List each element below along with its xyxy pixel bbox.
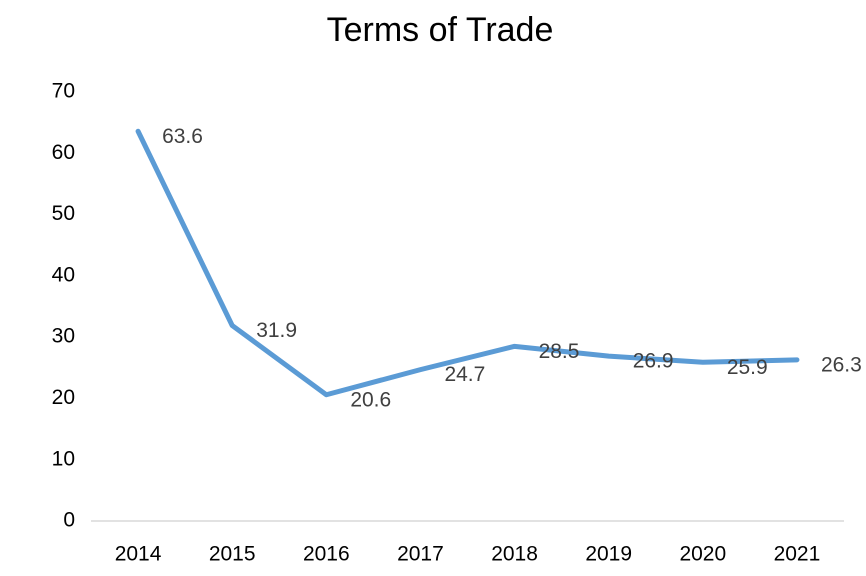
x-tick-label: 2019 [585, 543, 632, 566]
data-line [135, 128, 800, 398]
x-tick-label: 2018 [491, 543, 538, 566]
y-tick-label: 60 [52, 141, 75, 164]
data-label: 26.9 [633, 350, 674, 373]
data-label: 25.9 [727, 356, 768, 379]
y-tick-label: 30 [52, 325, 75, 348]
x-tick-label: 2017 [397, 543, 444, 566]
x-tick-label: 2016 [303, 543, 350, 566]
x-tick-label: 2014 [115, 543, 162, 566]
y-tick-label: 20 [52, 386, 75, 409]
y-tick-label: 40 [52, 263, 75, 286]
x-tick-label: 2015 [209, 543, 256, 566]
y-tick-label: 70 [52, 80, 75, 103]
data-label: 26.3 [821, 353, 862, 376]
data-label: 20.6 [350, 388, 391, 411]
data-label: 63.6 [162, 125, 203, 148]
chart-title: Terms of Trade [327, 11, 554, 49]
data-label: 24.7 [444, 363, 485, 386]
data-label: 31.9 [256, 319, 297, 342]
y-tick-label: 50 [52, 202, 75, 225]
x-tick-label: 2021 [774, 543, 821, 566]
data-label: 28.5 [539, 340, 580, 363]
y-tick-label: 0 [63, 509, 75, 532]
y-tick-label: 10 [52, 447, 75, 470]
x-tick-label: 2020 [679, 543, 726, 566]
